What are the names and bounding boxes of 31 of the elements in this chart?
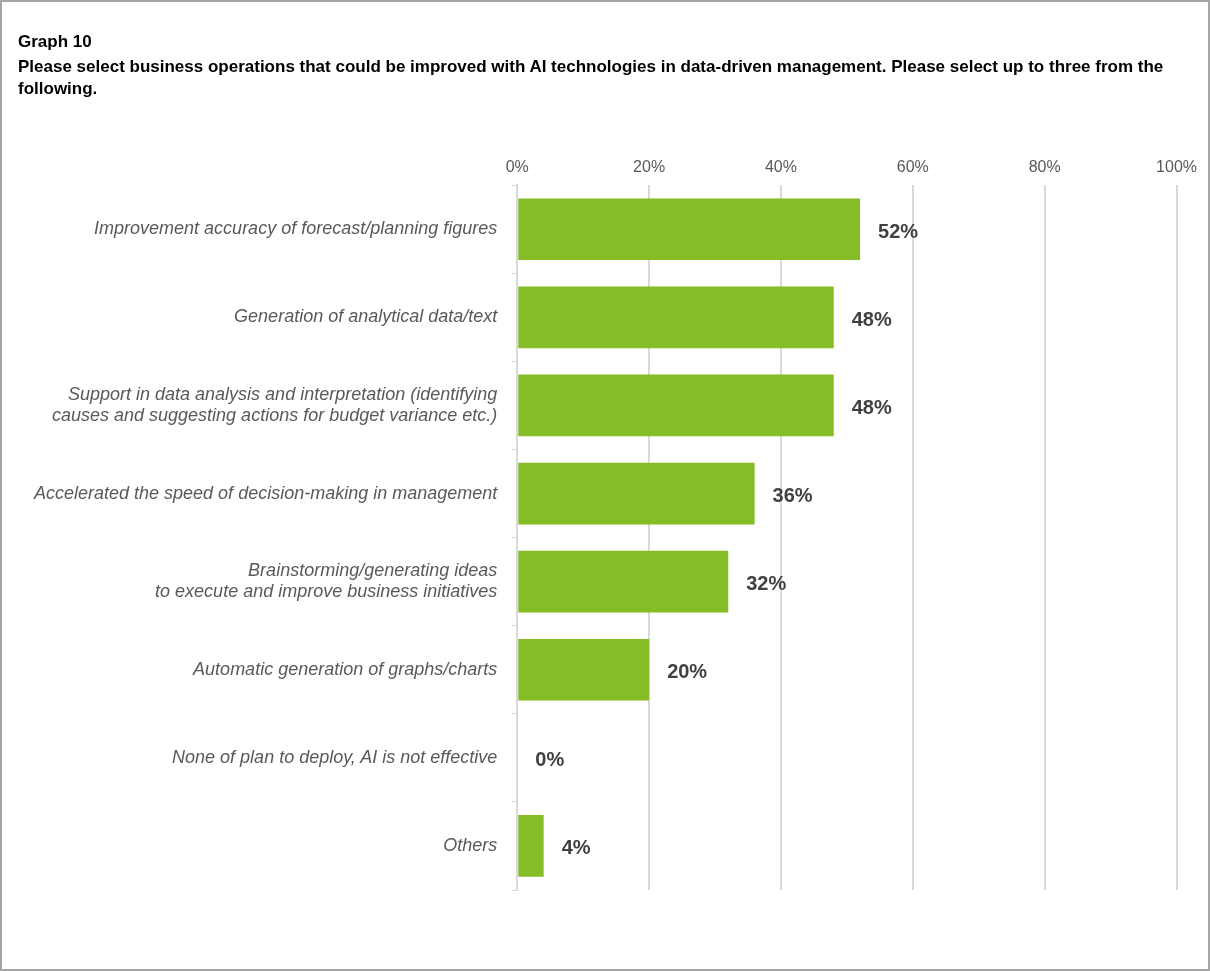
bar: [518, 550, 729, 613]
y-tick-label: Brainstorming/generating ideas to execute and improve business initiatives: [155, 559, 498, 602]
data-label: 0%: [535, 748, 565, 771]
bar: [518, 286, 834, 349]
x-tick-label: 0%: [505, 158, 529, 176]
data-label: 48%: [851, 307, 892, 330]
data-label: 52%: [878, 219, 919, 242]
y-tick-label: Accelerated the speed of decision-making in management: [32, 482, 499, 503]
y-tick-label: Improvement accuracy of forecast/planning figures: [94, 218, 498, 239]
data-label: 36%: [772, 484, 813, 507]
x-tick-label: 20%: [633, 158, 666, 176]
bar: [518, 462, 755, 525]
y-tick-label: None of plan to deploy, AI is not effective: [172, 746, 498, 767]
data-label: 32%: [746, 572, 787, 595]
x-tick-label: 40%: [764, 158, 797, 176]
x-tick-label: 100%: [1156, 158, 1197, 176]
y-tick-label: Others: [443, 834, 498, 855]
data-label: 48%: [851, 395, 892, 418]
bar: [518, 815, 544, 877]
y-tick-label: Generation of analytical data/text: [234, 306, 499, 327]
y-tick-label: Support in data analysis and interpretation (identifying causes and suggesting actions for budget variance etc.): [51, 383, 498, 426]
bar: [518, 198, 861, 261]
data-label: 4%: [561, 836, 591, 859]
data-label: 20%: [667, 660, 708, 683]
text: Graph 10: [18, 32, 92, 52]
x-tick-label: 60%: [896, 158, 929, 176]
bar: [518, 374, 834, 437]
y-tick-label: Automatic generation of graphs/charts: [192, 658, 498, 679]
chart-subtitle: Please select business operations that could be improved with AI technologies in data-driven management. Please select up to three from the following.: [18, 56, 1165, 100]
x-tick-label: 80%: [1028, 158, 1061, 176]
bar: [518, 638, 650, 701]
